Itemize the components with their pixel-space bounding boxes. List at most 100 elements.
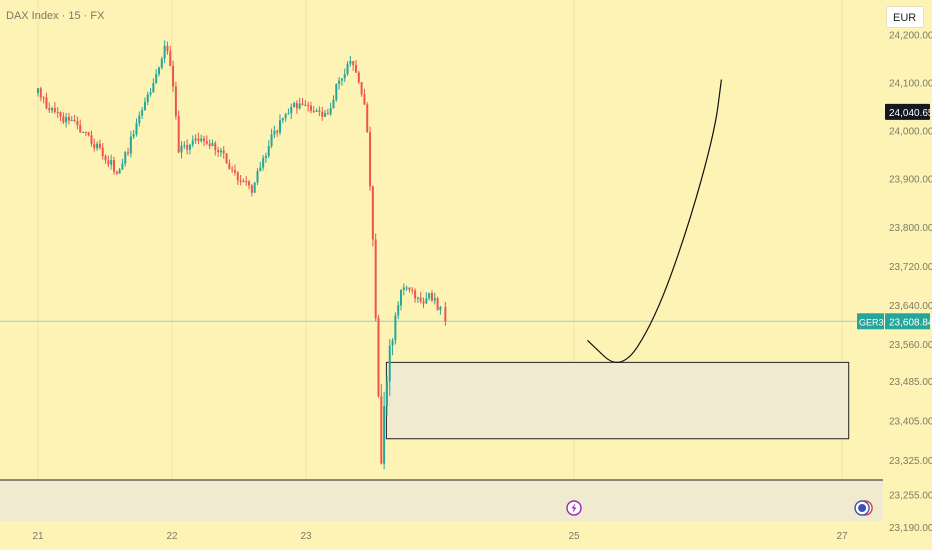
lightning-icon[interactable] bbox=[566, 500, 582, 516]
last-price-tag bbox=[885, 313, 930, 330]
candle-body bbox=[160, 58, 163, 68]
candle-body bbox=[256, 171, 259, 183]
candle bbox=[436, 296, 439, 311]
earnings-icon[interactable] bbox=[854, 500, 873, 516]
candle bbox=[205, 135, 208, 146]
x-tick-label: 23 bbox=[300, 531, 312, 542]
candle-body bbox=[262, 157, 265, 168]
candle bbox=[67, 112, 70, 125]
demand-zone-rect[interactable] bbox=[385, 361, 850, 440]
candle bbox=[259, 161, 262, 172]
candle-body bbox=[315, 110, 318, 112]
candle bbox=[166, 41, 169, 55]
x-tick-label: 27 bbox=[836, 531, 848, 542]
candle bbox=[419, 291, 422, 304]
candle bbox=[284, 112, 287, 122]
candle-body bbox=[228, 163, 231, 170]
earnings-icon-dot bbox=[858, 504, 867, 512]
candle bbox=[118, 167, 121, 174]
candle bbox=[104, 154, 107, 164]
candle bbox=[228, 159, 231, 170]
candle-body bbox=[183, 145, 186, 147]
y-tick-label: 23,405.00 bbox=[889, 416, 932, 427]
candle bbox=[174, 81, 177, 120]
candle bbox=[253, 181, 256, 194]
candle bbox=[307, 101, 310, 112]
candle bbox=[352, 60, 355, 71]
candle-body bbox=[363, 94, 366, 105]
candle-body bbox=[217, 150, 220, 153]
x-tick-label: 25 bbox=[568, 531, 580, 542]
candle bbox=[132, 129, 135, 139]
candle bbox=[194, 134, 197, 144]
candle-body bbox=[324, 113, 327, 117]
candle-body bbox=[191, 140, 194, 145]
candle bbox=[124, 150, 127, 167]
candle-body bbox=[332, 99, 335, 109]
candle-body bbox=[295, 103, 298, 109]
candle bbox=[385, 375, 388, 417]
currency-button[interactable]: EUR bbox=[886, 6, 924, 28]
candle bbox=[76, 116, 79, 130]
candle bbox=[48, 102, 51, 113]
y-tick-label: 23,560.00 bbox=[889, 340, 932, 351]
candle bbox=[433, 292, 436, 305]
candle-body bbox=[245, 181, 248, 183]
candle-body bbox=[101, 147, 104, 157]
candle-body bbox=[51, 108, 54, 111]
candle-body bbox=[433, 298, 436, 301]
candle bbox=[411, 286, 414, 295]
candle bbox=[129, 131, 132, 158]
candle-body bbox=[65, 116, 68, 123]
candle bbox=[149, 87, 152, 97]
candle-body bbox=[214, 143, 217, 151]
lightning-icon-bolt bbox=[571, 503, 577, 513]
candle-body bbox=[298, 103, 301, 109]
candle-body bbox=[380, 396, 383, 464]
candle-body bbox=[264, 155, 267, 158]
candle-body bbox=[104, 156, 107, 161]
candle-body bbox=[124, 152, 127, 164]
high-price-tag bbox=[885, 103, 930, 120]
candle-body bbox=[203, 138, 206, 142]
candle bbox=[56, 107, 59, 118]
candle-body bbox=[309, 105, 312, 111]
symbol-title[interactable]: DAX Index · 15 · FX bbox=[6, 10, 105, 22]
candle-body bbox=[56, 111, 59, 113]
candle-body bbox=[304, 104, 307, 106]
candle-body bbox=[400, 289, 403, 306]
candle bbox=[191, 135, 194, 148]
candle-body bbox=[62, 116, 65, 123]
candle bbox=[188, 143, 191, 155]
candle bbox=[357, 70, 360, 84]
candle bbox=[135, 118, 138, 137]
candle-body bbox=[281, 118, 284, 121]
candle-body bbox=[343, 74, 346, 79]
price-axis[interactable]: 24,200.00 24,100.00 24,000.00 23,900.00 23,8… bbox=[889, 31, 932, 534]
time-axis[interactable]: 21222325272829 bbox=[32, 531, 932, 542]
projection-curve[interactable] bbox=[586, 79, 722, 363]
candle bbox=[430, 290, 433, 302]
candle-body bbox=[312, 110, 315, 112]
candle bbox=[180, 141, 183, 159]
candle bbox=[217, 146, 220, 157]
candle-body bbox=[53, 108, 56, 112]
candle-body bbox=[225, 153, 228, 164]
candle-body bbox=[290, 106, 293, 114]
candle-body bbox=[219, 150, 222, 153]
y-tick-label: 23,255.00 bbox=[889, 491, 932, 502]
candles bbox=[37, 40, 447, 470]
y-tick-label: 24,200.00 bbox=[889, 31, 932, 42]
candle bbox=[374, 233, 377, 322]
candle bbox=[169, 45, 172, 67]
candle bbox=[79, 119, 82, 133]
candle-body bbox=[326, 113, 329, 115]
symbol-tag-label: GER30 bbox=[859, 317, 889, 327]
event-layer[interactable] bbox=[566, 500, 873, 516]
candle-body bbox=[388, 345, 391, 382]
candle-body bbox=[39, 88, 42, 98]
candle-body bbox=[37, 88, 39, 94]
candle bbox=[84, 131, 87, 137]
candle-body bbox=[340, 78, 343, 81]
